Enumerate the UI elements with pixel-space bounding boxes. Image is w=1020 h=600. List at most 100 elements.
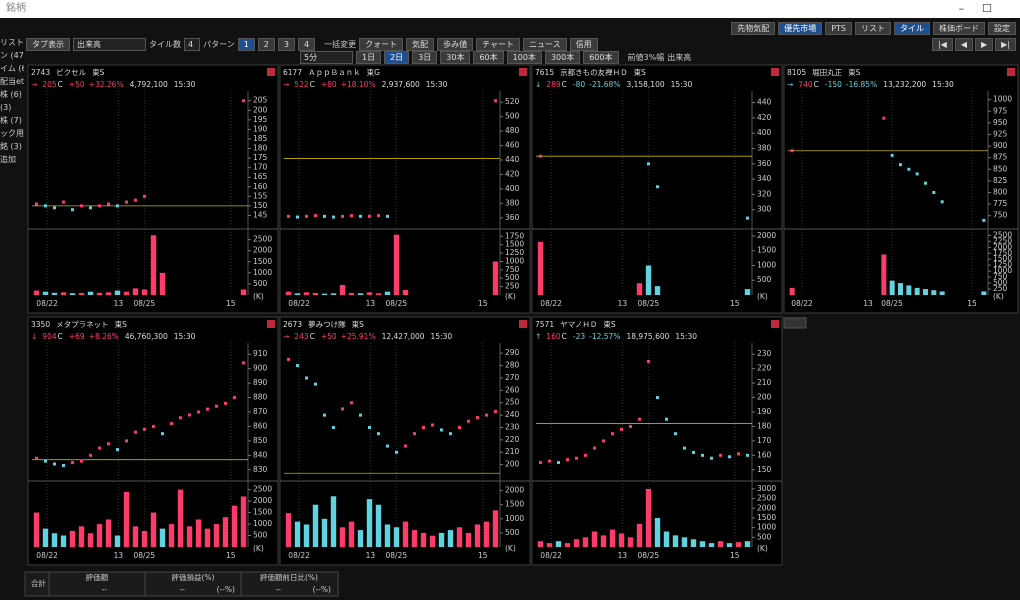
sidebar-item[interactable]: 配当etf [0,77,24,86]
tab-select[interactable]: 出来高 [73,37,146,51]
volume-tick-label: 1500 [505,500,524,509]
price-tick-label: 775 [993,199,1008,208]
volume-bar [735,542,742,547]
tile-count[interactable]: 4 [184,37,201,51]
candle [44,459,47,463]
sidebar-item[interactable]: 追加 [0,155,16,164]
volume-bar [285,513,292,547]
sidebar-item[interactable]: ン (47) [0,51,24,60]
candle [665,417,668,421]
price-tick-label: 155 [253,191,268,200]
volume-tick-label: 1500 [757,246,776,255]
sidebar-item[interactable]: イム (6) [0,64,24,73]
candle [287,357,290,361]
price-tick-label: 175 [253,153,268,162]
volume-bar [141,530,148,547]
candle [620,427,623,431]
price-tick-label: 830 [253,465,268,474]
toolbar-button[interactable]: 株価ボード [933,21,985,35]
check-volume[interactable]: 出来高 [667,52,692,62]
toolbar-button[interactable]: タイル [894,21,930,35]
price-tick-label: 380 [757,144,772,153]
window-controls[interactable]: –☐ [958,2,1010,15]
pattern-button[interactable]: 1 [237,37,255,51]
toolbar-button[interactable]: 先物気配 [731,21,776,35]
bulk-button[interactable]: チャート [476,37,520,51]
time-label: 08/25 [134,551,156,560]
volume-tick-label: 500 [253,279,268,288]
volume-bar [33,512,40,547]
candle [557,461,560,465]
span-button[interactable]: 60本 [473,50,504,64]
volume-bar [744,541,751,547]
quote-price: 243 [294,332,309,341]
span-button[interactable]: 2日 [384,50,410,64]
volume-bar [105,292,112,295]
sidebar-item[interactable]: (3) [0,103,12,112]
interval-select[interactable]: 5分 [300,50,353,64]
check-prev[interactable]: 前値3%幅 [627,52,665,62]
volume-unit: (K) [757,544,768,553]
candle [882,116,886,120]
volume-bar [981,291,987,295]
volume-bar [231,505,238,547]
volume-bar [69,530,76,547]
pattern-button[interactable]: 3 [277,37,295,51]
toolbar-button[interactable]: 優先市場 [778,21,823,35]
nav-next[interactable]: ▶ [974,37,994,51]
nav-prev[interactable]: ◀ [954,37,973,51]
volume-bar [636,283,643,295]
close-tile-icon [267,320,275,328]
span-button[interactable]: 600本 [583,50,619,64]
bulk-button[interactable]: クォート [359,37,404,51]
candle [224,401,227,405]
span-button[interactable]: 100本 [506,50,542,64]
volume-bar [42,528,49,547]
bulk-button[interactable]: 歩み値 [437,37,474,51]
bulk-button[interactable]: 気配 [406,37,435,51]
pattern-button[interactable]: 2 [257,37,275,51]
sidebar-item[interactable]: 銘 (3) [0,142,22,151]
pattern-button[interactable]: 4 [297,37,316,51]
candle [296,215,299,219]
toolbar-button[interactable]: リスト [855,21,891,35]
close-mark: C [562,332,567,341]
time-label: 13 [618,551,628,560]
candle [656,396,659,400]
quote-change: -80 [573,80,585,89]
bulk-button[interactable]: ニュース [523,37,567,51]
summary-value: (--%) [217,585,235,594]
sidebar-item[interactable]: ック用 ( [0,129,24,138]
bulk-label: 一括変更 [324,39,357,49]
quote-volume: 13,232,200 [883,80,926,89]
volume-bar [177,489,184,547]
bulk-button[interactable]: 信用 [569,37,598,51]
nav-last[interactable]: ▶| [995,37,1016,51]
nav-first[interactable]: |◀ [931,37,953,51]
sidebar-item[interactable]: 株 (7) [0,116,22,125]
sidebar-item[interactable]: リスト [0,38,24,47]
span-button[interactable]: 1日 [356,50,382,64]
toolbar-button[interactable]: PTS [825,21,852,35]
volume-tick-label: 1000 [505,514,524,523]
span-button[interactable]: 30本 [440,50,471,64]
volume-bar [889,280,895,295]
candle [296,364,299,368]
tab-view-button[interactable]: タブ表示 [26,37,70,51]
quote-time: 15:30 [675,332,697,341]
candle [323,214,326,218]
volume-bar [726,543,733,547]
span-button[interactable]: 300本 [544,50,581,64]
volume-tick-label: 1500 [993,254,1012,263]
candle [161,432,164,436]
candle [287,214,290,218]
volume-bar [456,527,463,547]
price-tick-label: 180 [253,144,268,153]
volume-bar [402,521,409,547]
volume-bar [636,523,643,547]
sidebar-item[interactable]: 株 (6) [0,90,22,99]
time-label: 15 [730,551,740,560]
span-button[interactable]: 3日 [412,50,438,64]
candle [80,459,83,463]
toolbar-button[interactable]: 設定 [988,21,1016,35]
